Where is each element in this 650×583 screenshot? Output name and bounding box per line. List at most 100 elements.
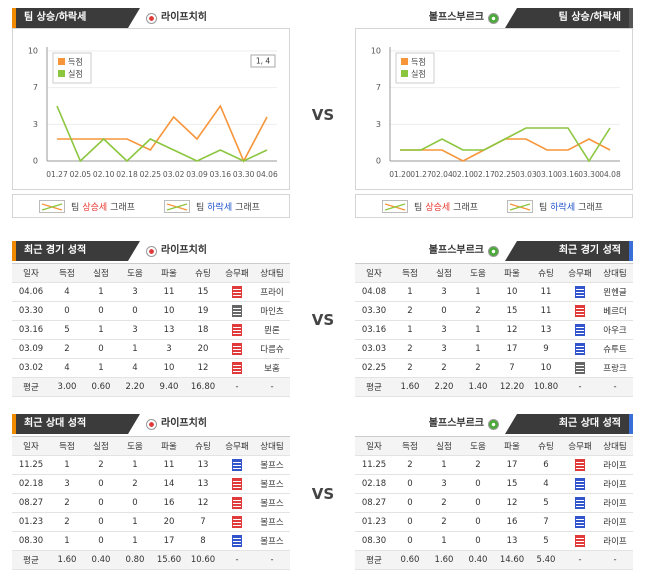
cell: 3 [427, 282, 461, 302]
cell: 15 [495, 301, 529, 321]
section-header: 최근 상대 성적 라이프치히 [12, 414, 290, 434]
cell: 13 [186, 474, 220, 494]
legend-highlight: 하락세 [550, 202, 576, 213]
cell: 1 [461, 282, 495, 302]
average-cell: 1.60 [393, 377, 427, 397]
cell: 1 [393, 282, 427, 302]
result-cell [220, 531, 254, 551]
cell: 2 [50, 512, 84, 532]
cell: 1 [461, 339, 495, 359]
cell: 라이프 [597, 531, 633, 551]
cell: 프라이 [254, 282, 290, 302]
x-tick-label: 03.02 [163, 170, 185, 179]
cell: 04.08 [355, 282, 393, 302]
cell: 1 [118, 339, 152, 359]
data-row: 04.08 1 3 1 10 11 묀헨글 [355, 282, 633, 302]
legend-highlight: 상승세 [82, 202, 108, 213]
icon-line [384, 202, 406, 211]
cell: 1 [84, 320, 118, 340]
cell: 0 [118, 301, 152, 321]
result-icon [575, 459, 585, 471]
header-row: 일자 득점 실점 도움 파울 슈팅 승무패 상대팀 [355, 263, 633, 283]
data-row: 03.16 5 1 3 13 18 뮌론 [12, 320, 290, 340]
y-tick-label: 7 [33, 83, 38, 92]
result-icon [575, 535, 585, 547]
legend-swatch [58, 70, 65, 77]
x-tick-label: 02.25 [140, 170, 162, 179]
y-tick-label: 10 [371, 47, 381, 56]
column-header: 일자 [355, 263, 393, 283]
legend-label: 실점 [411, 69, 426, 79]
legend-prefix: 팀 [414, 202, 423, 213]
cell: 베르더 [597, 301, 633, 321]
legend-suffix: 그래프 [235, 202, 260, 213]
cell: 0 [84, 339, 118, 359]
data-row: 08.30 0 1 0 13 5 라이프 [355, 531, 633, 551]
cell: 볼프스 [254, 531, 290, 551]
cell: 3 [50, 474, 84, 494]
cell: 5 [529, 531, 563, 551]
cell: 08.27 [355, 493, 393, 513]
legend-label: 득점 [411, 57, 426, 67]
column-header: 상대팀 [254, 436, 290, 456]
cell: 5 [50, 320, 84, 340]
cell: 13 [186, 455, 220, 475]
cell: 03.02 [12, 358, 50, 378]
cell: 2 [393, 358, 427, 378]
data-row: 03.30 2 0 2 15 11 베르더 [355, 301, 633, 321]
cell: 마인츠 [254, 301, 290, 321]
column-header: 파울 [495, 436, 529, 456]
cell: 0 [393, 493, 427, 513]
average-cell: 평균 [12, 377, 50, 397]
column-header: 승무패 [563, 436, 597, 456]
cell: 16 [152, 493, 186, 513]
header-bar: 팀 상승/하락세 [12, 8, 140, 28]
cell: 3 [427, 474, 461, 494]
cell: 2 [84, 455, 118, 475]
column-header: 도움 [118, 436, 152, 456]
data-row: 03.02 4 1 4 10 12 보훔 [12, 358, 290, 378]
result-icon [232, 343, 242, 355]
section-header: 최근 경기 성적 라이프치히 [12, 241, 290, 261]
column-header: 도움 [461, 263, 495, 283]
header-title: 최근 상대 성적 [24, 418, 87, 429]
cell: 03.03 [355, 339, 393, 359]
cell: 10 [152, 301, 186, 321]
team-name: 볼프스부르크 [428, 12, 484, 23]
x-tick-label: 03.30 [233, 170, 255, 179]
result-cell [220, 320, 254, 340]
cell: 3 [427, 320, 461, 340]
icon-line [41, 202, 63, 211]
x-tick-label: 02.17 [473, 170, 495, 179]
cell: 08.30 [12, 531, 50, 551]
header-team: 라이프치히 [146, 414, 207, 434]
column-header: 실점 [427, 436, 461, 456]
average-cell: 15.60 [152, 550, 186, 570]
average-row: 평균 1.60 2.20 1.40 12.20 10.80- - [355, 377, 633, 397]
cell: 12 [186, 358, 220, 378]
header-team: 볼프스부르크 [429, 414, 499, 434]
cell: 3 [118, 282, 152, 302]
cell: 2 [50, 493, 84, 513]
data-row: 02.18 0 3 0 15 4 라이프 [355, 474, 633, 494]
header-row: 일자 득점 실점 도움 파울 슈팅 승무패 상대팀 [12, 263, 290, 283]
column-header: 득점 [393, 436, 427, 456]
cell: 0 [393, 474, 427, 494]
team-logo [146, 245, 157, 257]
x-tick-label: 01.27 [410, 170, 432, 179]
x-tick-label: 04.06 [256, 170, 278, 179]
header-bar: 팀 상승/하락세 [505, 8, 633, 28]
stats-table: 일자 득점 실점 도움 파울 슈팅 승무패 상대팀 04.08 1 3 1 10 11 묀헨글 03.30 2 0… [355, 263, 633, 397]
legend-label: 득점 [68, 57, 83, 67]
legend-swatch [58, 58, 65, 65]
team-logo [488, 245, 499, 257]
column-header: 득점 [50, 263, 84, 283]
data-row: 01.23 2 0 1 20 7 볼프스 [12, 512, 290, 532]
trend-icon [382, 199, 409, 213]
cell: 2 [50, 339, 84, 359]
team-name: 라이프치히 [161, 12, 207, 23]
cell: 묀헨글 [597, 282, 633, 302]
data-row: 02.25 2 2 2 7 10 프랑크 [355, 358, 633, 378]
cell: 04.06 [12, 282, 50, 302]
